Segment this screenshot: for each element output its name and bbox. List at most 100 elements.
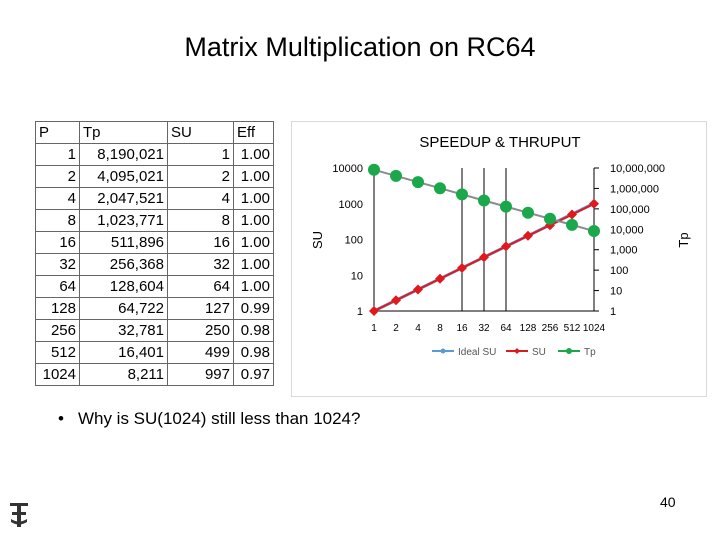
tp-data-point — [522, 206, 534, 219]
header-p: P — [35, 121, 80, 144]
table-row: 64 128,604 64 1.00 — [35, 275, 274, 298]
table-row: 32 256,368 32 1.00 — [35, 253, 274, 276]
cell-eff: 0.98 — [233, 341, 274, 364]
tp-data-point — [478, 194, 490, 207]
x-tick-label: 1024 — [583, 323, 606, 334]
cell-p: 128 — [35, 297, 80, 320]
tp-data-point — [412, 176, 424, 189]
table-row: 256 32,781 250 0.98 — [35, 319, 274, 342]
cell-p: 8 — [35, 209, 80, 232]
cell-tp: 128,604 — [79, 275, 168, 298]
cell-su: 499 — [167, 341, 234, 364]
table-row: 16 511,896 16 1.00 — [35, 231, 274, 254]
x-tick-label: 64 — [500, 323, 512, 334]
cell-su: 64 — [167, 275, 234, 298]
y2-tick-label: 1 — [610, 306, 616, 318]
y-tick-label: 10000 — [332, 163, 363, 175]
y-axis-title: SU — [310, 231, 325, 249]
cell-tp: 2,047,521 — [79, 187, 168, 210]
chart-title: SPEEDUP & THRUPUT — [419, 134, 580, 151]
cell-tp: 64,722 — [79, 297, 168, 320]
cell-tp: 16,401 — [79, 341, 168, 364]
cell-eff: 1.00 — [233, 275, 274, 298]
cell-tp: 32,781 — [79, 319, 168, 342]
cell-su: 127 — [167, 297, 234, 320]
su-data-point — [457, 262, 467, 273]
y2-tick-label: 100,000 — [610, 204, 650, 216]
y-tick-label: 1 — [357, 306, 363, 318]
su-data-point — [567, 209, 577, 220]
legend-label: SU — [532, 347, 546, 358]
cell-p: 16 — [35, 231, 80, 254]
cell-eff: 1.00 — [233, 143, 274, 166]
tp-data-point — [588, 225, 600, 238]
x-tick-label: 32 — [478, 323, 490, 334]
su-data-point — [589, 198, 599, 209]
su-data-point — [435, 273, 445, 284]
tp-data-point — [566, 218, 578, 231]
cell-eff: 1.00 — [233, 253, 274, 276]
cell-p: 64 — [35, 275, 80, 298]
cell-eff: 1.00 — [233, 165, 274, 188]
cell-eff: 1.00 — [233, 231, 274, 254]
su-data-point — [413, 284, 423, 295]
cell-su: 250 — [167, 319, 234, 342]
table-row: 4 2,047,521 4 1.00 — [35, 187, 274, 210]
x-tick-label: 16 — [456, 323, 468, 334]
speedup-chart: SPEEDUP & THRUPUT 10000 1000 100 10 1 10,000,0… — [291, 121, 707, 397]
cell-eff: 0.97 — [233, 363, 274, 386]
legend-marker — [566, 348, 572, 354]
y2-tick-label: 10,000 — [610, 224, 644, 236]
tp-data-point — [544, 212, 556, 225]
header-tp: Tp — [79, 121, 168, 144]
cell-tp: 8,190,021 — [79, 143, 168, 166]
cell-su: 997 — [167, 363, 234, 386]
bullet-icon: • — [58, 409, 64, 428]
y2-axis-title: Tp — [676, 232, 691, 247]
bullet-point: • Why is SU(1024) still less than 1024? — [58, 409, 360, 429]
technion-logo-icon — [8, 500, 30, 535]
x-tick-label: 256 — [542, 323, 559, 334]
table-row: 2 4,095,021 2 1.00 — [35, 165, 274, 188]
y-tick-label: 1000 — [339, 199, 363, 211]
x-tick-label: 1 — [371, 323, 377, 334]
tp-data-point — [368, 163, 380, 176]
cell-su: 32 — [167, 253, 234, 276]
cell-p: 1 — [35, 143, 80, 166]
y2-tick-label: 10,000,000 — [610, 163, 665, 175]
cell-tp: 8,211 — [79, 363, 168, 386]
table-header-row: P Tp SU Eff — [35, 121, 274, 144]
cell-su: 1 — [167, 143, 234, 166]
legend-marker — [514, 348, 520, 354]
cell-su: 16 — [167, 231, 234, 254]
tp-data-point — [500, 200, 512, 213]
slide-title: Matrix Multiplication on RC64 — [184, 32, 536, 62]
cell-p: 32 — [35, 253, 80, 276]
table-row: 8 1,023,771 8 1.00 — [35, 209, 274, 232]
legend-marker — [440, 348, 446, 354]
cell-su: 8 — [167, 209, 234, 232]
cell-tp: 4,095,021 — [79, 165, 168, 188]
x-tick-label: 8 — [437, 323, 443, 334]
cell-eff: 1.00 — [233, 209, 274, 232]
cell-p: 512 — [35, 341, 80, 364]
cell-eff: 0.98 — [233, 319, 274, 342]
y2-tick-label: 1,000,000 — [610, 183, 659, 195]
table-row: 128 64,722 127 0.99 — [35, 297, 274, 320]
x-tick-label: 2 — [393, 323, 399, 334]
cell-su: 4 — [167, 187, 234, 210]
y2-tick-label: 1,000 — [610, 245, 638, 257]
chart-canvas: SPEEDUP & THRUPUT 10000 1000 100 10 1 10,000,0… — [310, 134, 691, 358]
legend-label: Tp — [584, 347, 596, 358]
table-row: 512 16,401 499 0.98 — [35, 341, 274, 364]
tp-data-point — [456, 188, 468, 201]
results-table: P Tp SU Eff 1 8,190,021 1 1.00 2 4,095,021 2 1.… — [35, 121, 274, 386]
y2-tick-label: 100 — [610, 265, 628, 277]
su-data-point — [501, 241, 511, 252]
cell-tp: 511,896 — [79, 231, 168, 254]
page-number: 40 — [660, 494, 676, 510]
tp-data-point — [390, 169, 402, 182]
x-tick-label: 4 — [415, 323, 421, 334]
su-data-point — [479, 252, 489, 263]
table-row: 1024 8,211 997 0.97 — [35, 363, 274, 386]
